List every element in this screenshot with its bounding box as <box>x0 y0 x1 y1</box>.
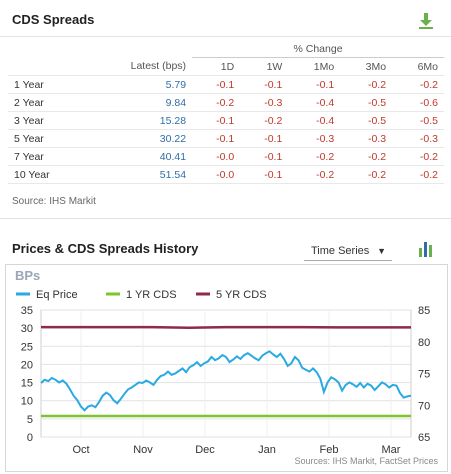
term-cell: 1 Year <box>8 75 85 94</box>
section-divider <box>0 36 451 37</box>
left-tick-label: 30 <box>21 323 33 335</box>
view-select-value: Time Series <box>311 245 370 257</box>
right-tick-label: 70 <box>418 400 430 412</box>
x-tick-label: Oct <box>72 444 89 456</box>
change-6mo-cell: -0.2 <box>392 165 444 184</box>
term-cell: 10 Year <box>8 165 85 184</box>
latest-cell: 9.84 <box>84 93 193 112</box>
term-cell: 2 Year <box>8 93 85 112</box>
change-6mo-cell: -0.2 <box>392 75 444 94</box>
change-1mo-cell: -0.1 <box>288 75 341 94</box>
caret-down-icon: ▼ <box>377 246 386 256</box>
chart-source: Sources: IHS Markit, FactSet Prices <box>294 456 438 466</box>
x-tick-label: Jan <box>258 444 276 456</box>
latest-cell: 5.79 <box>84 75 193 94</box>
left-tick-label: 10 <box>21 396 33 408</box>
cds-spreads-title: CDS Spreads <box>12 12 95 27</box>
change-6mo-cell: -0.2 <box>392 147 444 166</box>
latest-cell: 15.28 <box>84 111 193 130</box>
download-icon[interactable] <box>418 12 434 30</box>
plot-area <box>40 309 412 438</box>
table-row: 7 Year 40.41 -0.0 -0.1 -0.2 -0.2 -0.2 <box>8 147 444 166</box>
latest-cell: 51.54 <box>84 165 193 184</box>
change-1w-cell: -0.1 <box>240 147 289 166</box>
term-cell: 7 Year <box>8 147 85 166</box>
col-header-6mo: 6Mo <box>417 60 438 73</box>
change-1w-cell: -0.2 <box>240 111 289 130</box>
change-3mo-cell: -0.2 <box>340 147 393 166</box>
table-row: 2 Year 9.84 -0.2 -0.3 -0.4 -0.5 -0.6 <box>8 93 444 112</box>
history-chart: BPs 0 5 10 15 20 25 30 35 65 70 75 80 85 Oct Nov Dec Jan F… <box>5 264 448 472</box>
pct-change-header: % Change <box>192 40 444 58</box>
left-tick-label: 35 <box>21 305 33 317</box>
x-tick-label: Nov <box>133 444 153 456</box>
latest-cell: 30.22 <box>84 129 193 148</box>
change-1d-cell: -0.0 <box>192 165 241 184</box>
cds-table: % Change Latest (bps) 1D 1W 1Mo 3Mo 6Mo … <box>8 40 444 184</box>
right-tick-label: 80 <box>418 337 430 349</box>
change-3mo-cell: -0.3 <box>340 129 393 148</box>
bar-chart-icon[interactable] <box>418 240 434 258</box>
chart-canvas: BPs 0 5 10 15 20 25 30 35 65 70 75 80 85 Oct Nov Dec Jan F… <box>15 268 438 466</box>
left-tick-label: 25 <box>21 341 33 353</box>
left-tick-label: 0 <box>27 432 33 444</box>
right-tick-label: 65 <box>418 432 430 444</box>
change-1w-cell: -0.3 <box>240 93 289 112</box>
change-1d-cell: -0.1 <box>192 111 241 130</box>
table-row: 10 Year 51.54 -0.0 -0.1 -0.2 -0.2 -0.2 <box>8 165 444 184</box>
col-header-3mo: 3Mo <box>365 60 387 73</box>
table-row: 5 Year 30.22 -0.1 -0.1 -0.3 -0.3 -0.3 <box>8 129 444 148</box>
change-1mo-cell: -0.4 <box>288 111 341 130</box>
chart-title: BPs <box>15 268 40 283</box>
change-3mo-cell: -0.5 <box>340 93 393 112</box>
change-3mo-cell: -0.2 <box>340 165 393 184</box>
table-row: 1 Year 5.79 -0.1 -0.1 -0.1 -0.2 -0.2 <box>8 75 444 94</box>
left-tick-label: 5 <box>27 414 33 426</box>
x-tick-label: Feb <box>320 444 339 456</box>
change-1d-cell: -0.1 <box>192 75 241 94</box>
view-select[interactable]: Time Series ▼ <box>304 242 392 261</box>
legend-label: 1 YR CDS <box>126 289 177 301</box>
left-tick-label: 20 <box>21 359 33 371</box>
history-title: Prices & CDS Spreads History <box>12 241 199 256</box>
change-1mo-cell: -0.2 <box>288 165 341 184</box>
right-tick-label: 85 <box>418 305 430 317</box>
col-header-1mo: 1Mo <box>313 60 335 73</box>
cds-source: Source: IHS Markit <box>12 196 96 207</box>
change-1mo-cell: -0.2 <box>288 147 341 166</box>
change-6mo-cell: -0.3 <box>392 129 444 148</box>
change-1w-cell: -0.1 <box>240 129 289 148</box>
series-line-5-yr-cds <box>41 325 411 330</box>
change-1mo-cell: -0.3 <box>288 129 341 148</box>
change-1w-cell: -0.1 <box>240 165 289 184</box>
change-6mo-cell: -0.5 <box>392 111 444 130</box>
change-1mo-cell: -0.4 <box>288 93 341 112</box>
change-1d-cell: -0.2 <box>192 93 241 112</box>
left-tick-label: 15 <box>21 378 33 390</box>
change-3mo-cell: -0.2 <box>340 75 393 94</box>
col-header-latest: Latest (bps) <box>130 60 187 73</box>
change-1d-cell: -0.1 <box>192 129 241 148</box>
legend-label: 5 YR CDS <box>216 289 267 301</box>
x-tick-label: Mar <box>382 444 401 456</box>
legend-label: Eq Price <box>36 289 78 301</box>
term-cell: 5 Year <box>8 129 85 148</box>
change-6mo-cell: -0.6 <box>392 93 444 112</box>
change-3mo-cell: -0.5 <box>340 111 393 130</box>
table-row: 3 Year 15.28 -0.1 -0.2 -0.4 -0.5 -0.5 <box>8 111 444 130</box>
x-tick-label: Dec <box>195 444 215 456</box>
term-cell: 3 Year <box>8 111 85 130</box>
right-tick-label: 75 <box>418 369 430 381</box>
series-line-eq-price <box>40 350 412 412</box>
latest-cell: 40.41 <box>84 147 193 166</box>
col-header-1w: 1W <box>266 60 283 73</box>
change-1d-cell: -0.0 <box>192 147 241 166</box>
change-1w-cell: -0.1 <box>240 75 289 94</box>
col-header-1d: 1D <box>220 60 235 73</box>
section-divider <box>0 218 451 219</box>
